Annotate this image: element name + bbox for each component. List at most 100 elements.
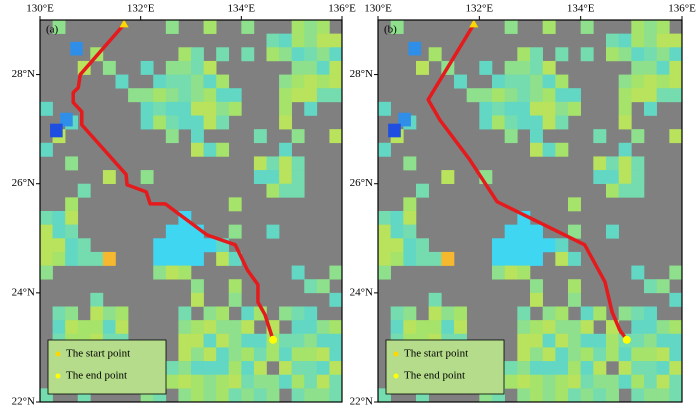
raster-cell <box>266 224 280 239</box>
raster-cell <box>631 156 645 171</box>
raster-cell <box>52 306 66 321</box>
raster-cell <box>216 47 230 62</box>
legend-label: The end point <box>404 370 465 382</box>
raster-cell <box>618 101 632 116</box>
raster-cell <box>530 347 543 362</box>
raster-cell <box>593 374 607 389</box>
raster-cell <box>479 60 493 75</box>
raster-cell <box>241 47 255 62</box>
raster-cell <box>140 88 154 103</box>
route-line <box>71 23 275 341</box>
raster-cell <box>656 74 670 89</box>
raster-cell <box>279 101 292 116</box>
raster-cell <box>428 306 442 321</box>
raster-cell <box>568 333 581 348</box>
raster-cell <box>492 74 505 89</box>
raster-cell <box>279 347 292 362</box>
raster-cell <box>669 265 682 280</box>
raster-cell <box>530 388 543 402</box>
raster-cell <box>65 211 79 225</box>
raster-cell <box>441 251 455 266</box>
raster-cell <box>266 33 280 48</box>
raster-cell <box>191 101 204 116</box>
raster-cell <box>504 238 518 253</box>
raster-cell <box>329 374 342 389</box>
raster-cell <box>618 156 632 171</box>
raster-cell <box>178 251 192 266</box>
raster-cell <box>492 115 505 130</box>
raster-cell <box>60 112 73 127</box>
raster-cell <box>291 74 305 89</box>
raster-cell <box>40 224 53 239</box>
raster-cell <box>517 88 531 103</box>
raster-cell <box>216 74 230 89</box>
map-panel: 130°E 132°E 134°E 136°E 22°N 24°N 26°N 28°N (b) T… <box>350 3 696 408</box>
raster-cell <box>568 279 581 294</box>
map-frame <box>39 19 343 403</box>
raster-cell <box>517 101 531 116</box>
y-tick-label: 28°N <box>12 68 35 80</box>
raster-cell <box>593 170 607 185</box>
raster-cell <box>279 361 292 376</box>
raster-cell <box>279 333 292 348</box>
raster-cell <box>593 333 607 348</box>
raster-cell <box>329 60 342 75</box>
raster-cell <box>504 101 518 116</box>
raster-cell <box>504 129 518 144</box>
raster-cell <box>165 374 179 389</box>
raster-cell <box>191 361 204 376</box>
raster-cell <box>454 320 467 335</box>
raster-cell <box>606 374 619 389</box>
raster-cell <box>291 183 305 198</box>
raster-cell <box>441 306 455 321</box>
raster-cell <box>291 320 305 335</box>
raster-cell <box>291 33 305 48</box>
raster-cell <box>203 88 217 103</box>
raster-cell <box>644 47 657 62</box>
raster-cell <box>279 88 292 103</box>
raster-cell <box>316 347 330 362</box>
raster-cell <box>504 251 518 266</box>
raster-cell <box>644 388 657 402</box>
raster-cell <box>191 388 204 402</box>
raster-cell <box>102 251 116 266</box>
raster-cell <box>454 306 467 321</box>
raster-cell <box>403 156 417 171</box>
raster-cell <box>517 361 531 376</box>
raster-cell <box>52 238 66 253</box>
raster-cell <box>40 238 53 253</box>
raster-cell <box>504 20 518 34</box>
raster-cell <box>517 333 531 348</box>
raster-cell <box>568 292 581 307</box>
raster-cell <box>241 320 255 335</box>
raster-cell <box>228 333 242 348</box>
raster-cell <box>606 388 619 402</box>
raster-cell <box>178 115 192 130</box>
raster-cell <box>316 320 330 335</box>
raster-cell <box>669 347 682 362</box>
raster-cell <box>656 374 670 389</box>
raster-cell <box>40 211 53 225</box>
raster-cell <box>216 347 230 362</box>
raster-cell <box>216 374 230 389</box>
raster-cell <box>580 333 594 348</box>
raster-cell <box>191 238 204 253</box>
raster-cell <box>530 320 543 335</box>
raster-cell <box>50 123 63 138</box>
raster-cell <box>618 361 632 376</box>
raster-cell <box>530 238 543 253</box>
raster-cell <box>329 129 342 144</box>
raster-cell <box>191 347 204 362</box>
raster-cell <box>191 129 204 144</box>
raster-cell <box>644 88 657 103</box>
raster-cell <box>517 224 531 239</box>
raster-cell <box>542 74 556 89</box>
raster-cell <box>279 374 292 389</box>
raster-cell <box>191 88 204 103</box>
raster-cell <box>165 265 179 280</box>
raster-cell <box>77 238 91 253</box>
x-tick-label: 132°E <box>466 3 494 15</box>
raster-cell <box>530 251 543 266</box>
raster-cell <box>428 251 442 266</box>
raster-cell <box>165 20 179 34</box>
